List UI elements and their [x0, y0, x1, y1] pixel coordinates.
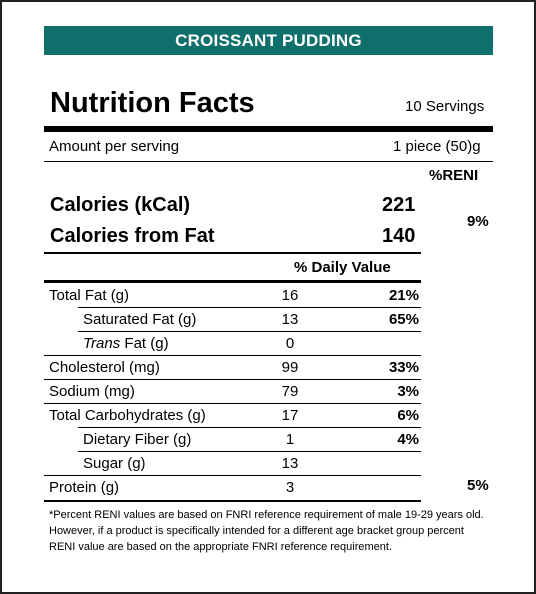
- trans-italic-label: Trans: [83, 335, 121, 352]
- calories-reni-percent: 9%: [467, 213, 489, 230]
- nutrient-daily-value: 4%: [397, 431, 419, 448]
- nutrient-name: Total Fat (g): [49, 287, 130, 304]
- calories-label: Calories (kCal): [50, 194, 191, 216]
- thick-divider: [44, 126, 493, 132]
- nutrient-row-total-carbohydrates: Total Carbohydrates (g) 17 6%: [44, 404, 421, 428]
- row-divider: [44, 355, 421, 356]
- row-divider: [78, 427, 421, 428]
- calories-value: 221: [382, 194, 416, 216]
- daily-value-divider: [44, 280, 421, 283]
- trans-fat-unit-label: Fat (g): [120, 335, 169, 352]
- nutrient-daily-value: 21%: [388, 287, 419, 304]
- nutrient-row-sugar: Sugar (g) 13: [44, 452, 421, 476]
- row-divider: [78, 451, 421, 452]
- nutrient-amount: 13: [281, 311, 299, 328]
- nutrient-amount: 0: [285, 335, 295, 352]
- row-divider: [44, 500, 421, 502]
- nutrient-daily-value: 33%: [388, 359, 419, 376]
- nutrient-name: Total Carbohydrates (g): [49, 407, 206, 424]
- nutrient-name: Dietary Fiber (g): [83, 431, 192, 448]
- nutrient-name: Sodium (mg): [49, 383, 135, 400]
- servings-count: 10 Servings: [405, 98, 485, 115]
- nutrient-row-trans-fat: Trans Fat (g) 0: [44, 332, 421, 356]
- nutrient-row-dietary-fiber: Dietary Fiber (g) 1 4%: [44, 428, 421, 452]
- calories-divider: [44, 252, 421, 254]
- nutrient-row-saturated-fat: Saturated Fat (g) 13 65%: [44, 308, 421, 332]
- nutrient-amount: 3: [285, 479, 295, 496]
- nutrient-amount: 1: [285, 431, 295, 448]
- calories-from-fat-label: Calories from Fat: [50, 225, 215, 247]
- nutrient-amount: 17: [281, 407, 299, 424]
- row-divider: [44, 475, 421, 476]
- daily-value-header: % Daily Value: [294, 259, 391, 276]
- row-divider: [44, 379, 421, 380]
- nutrient-daily-value: 3%: [397, 383, 419, 400]
- nutrient-amount: 99: [281, 359, 299, 376]
- nutrient-row-cholesterol: Cholesterol (mg) 99 33%: [44, 356, 421, 380]
- nutrient-amount: 79: [281, 383, 299, 400]
- nutrient-row-total-fat: Total Fat (g) 16 21%: [44, 284, 421, 308]
- row-divider: [78, 307, 421, 308]
- calories-from-fat-value: 140: [382, 225, 416, 247]
- recipe-title-banner: CROISSANT PUDDING: [44, 26, 493, 55]
- divider: [44, 161, 493, 162]
- nutrient-amount: 16: [281, 287, 299, 304]
- nutrient-name: Sugar (g): [83, 455, 146, 472]
- reni-column-header: %RENI: [429, 167, 479, 184]
- nutrient-name: Saturated Fat (g): [83, 311, 197, 328]
- reni-footnote: *Percent RENI values are based on FNRI r…: [49, 509, 484, 553]
- protein-reni-percent: 5%: [467, 477, 489, 494]
- nutrient-amount: 13: [281, 455, 299, 472]
- nutrient-name: Trans Fat (g): [83, 335, 169, 352]
- serving-size-value: 1 piece (50)g: [393, 138, 481, 155]
- nutrient-name: Protein (g): [49, 479, 120, 496]
- nutrient-row-sodium: Sodium (mg) 79 3%: [44, 380, 421, 404]
- amount-per-serving-label: Amount per serving: [49, 138, 180, 155]
- row-divider: [78, 331, 421, 332]
- nutrient-daily-value: 65%: [388, 311, 419, 328]
- nutrient-name: Cholesterol (mg): [49, 359, 160, 376]
- row-divider: [44, 403, 421, 404]
- nutrient-daily-value: 6%: [397, 407, 419, 424]
- nutrition-facts-title: Nutrition Facts: [50, 87, 255, 119]
- nutrient-row-protein: Protein (g) 3: [44, 476, 421, 502]
